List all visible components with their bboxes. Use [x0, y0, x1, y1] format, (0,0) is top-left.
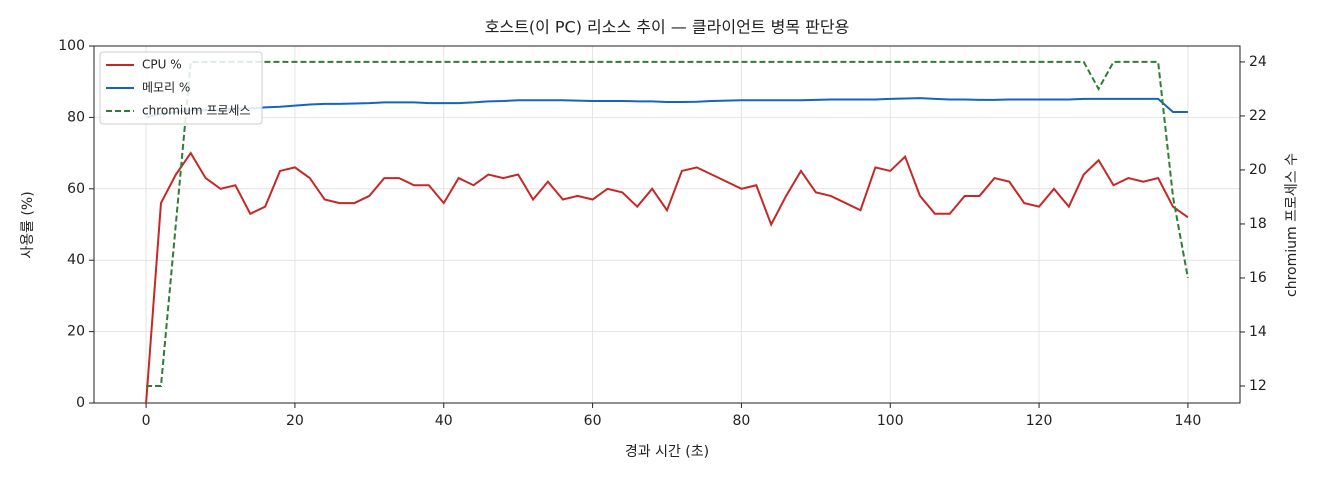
x-tick-label: 80	[733, 413, 751, 429]
y2-tick-label: 12	[1249, 378, 1267, 394]
x-tick-label: 140	[1175, 413, 1202, 429]
y-tick-label: 40	[67, 252, 85, 268]
y-tick-label: 60	[67, 181, 85, 197]
x-tick-label: 20	[286, 413, 304, 429]
y-tick-label: 20	[67, 324, 85, 340]
y-tick-label: 80	[67, 109, 85, 125]
legend-label: 메모리 %	[142, 81, 190, 95]
y-tick-label: 0	[76, 395, 85, 411]
legend-label: CPU %	[142, 58, 182, 72]
x-tick-label: 40	[435, 413, 453, 429]
series-line	[146, 60, 1189, 387]
chart-title: 호스트(이 PC) 리소스 추이 — 클라이언트 병목 판단용	[485, 18, 850, 37]
series-line	[145, 151, 1189, 404]
legend: CPU % 메모리 % chromium 프로세스	[99, 51, 263, 125]
x-tick-label: 0	[142, 413, 151, 429]
x-tick-label: 60	[584, 413, 602, 429]
y2-tick-label: 24	[1249, 54, 1267, 70]
y-tick-label: 100	[58, 38, 85, 54]
plot-frame	[93, 45, 1241, 404]
y2-tick-label: 22	[1249, 108, 1267, 124]
x-tick-label: 100	[877, 413, 904, 429]
y2-tick-label: 16	[1249, 270, 1267, 286]
legend-label: chromium 프로세스	[142, 104, 251, 118]
legend-box	[99, 51, 263, 125]
y2-tick-label: 20	[1249, 162, 1267, 178]
y2-tick-label: 14	[1249, 324, 1267, 340]
y2-axis-label: chromium 프로세스 수	[1284, 153, 1300, 297]
x-tick-label: 120	[1026, 413, 1053, 429]
y2-tick-label: 18	[1249, 216, 1267, 232]
x-axis-label: 경과 시간 (초)	[625, 444, 709, 460]
y-axis-label: 사용률 (%)	[20, 191, 36, 258]
series-line	[145, 97, 1188, 119]
